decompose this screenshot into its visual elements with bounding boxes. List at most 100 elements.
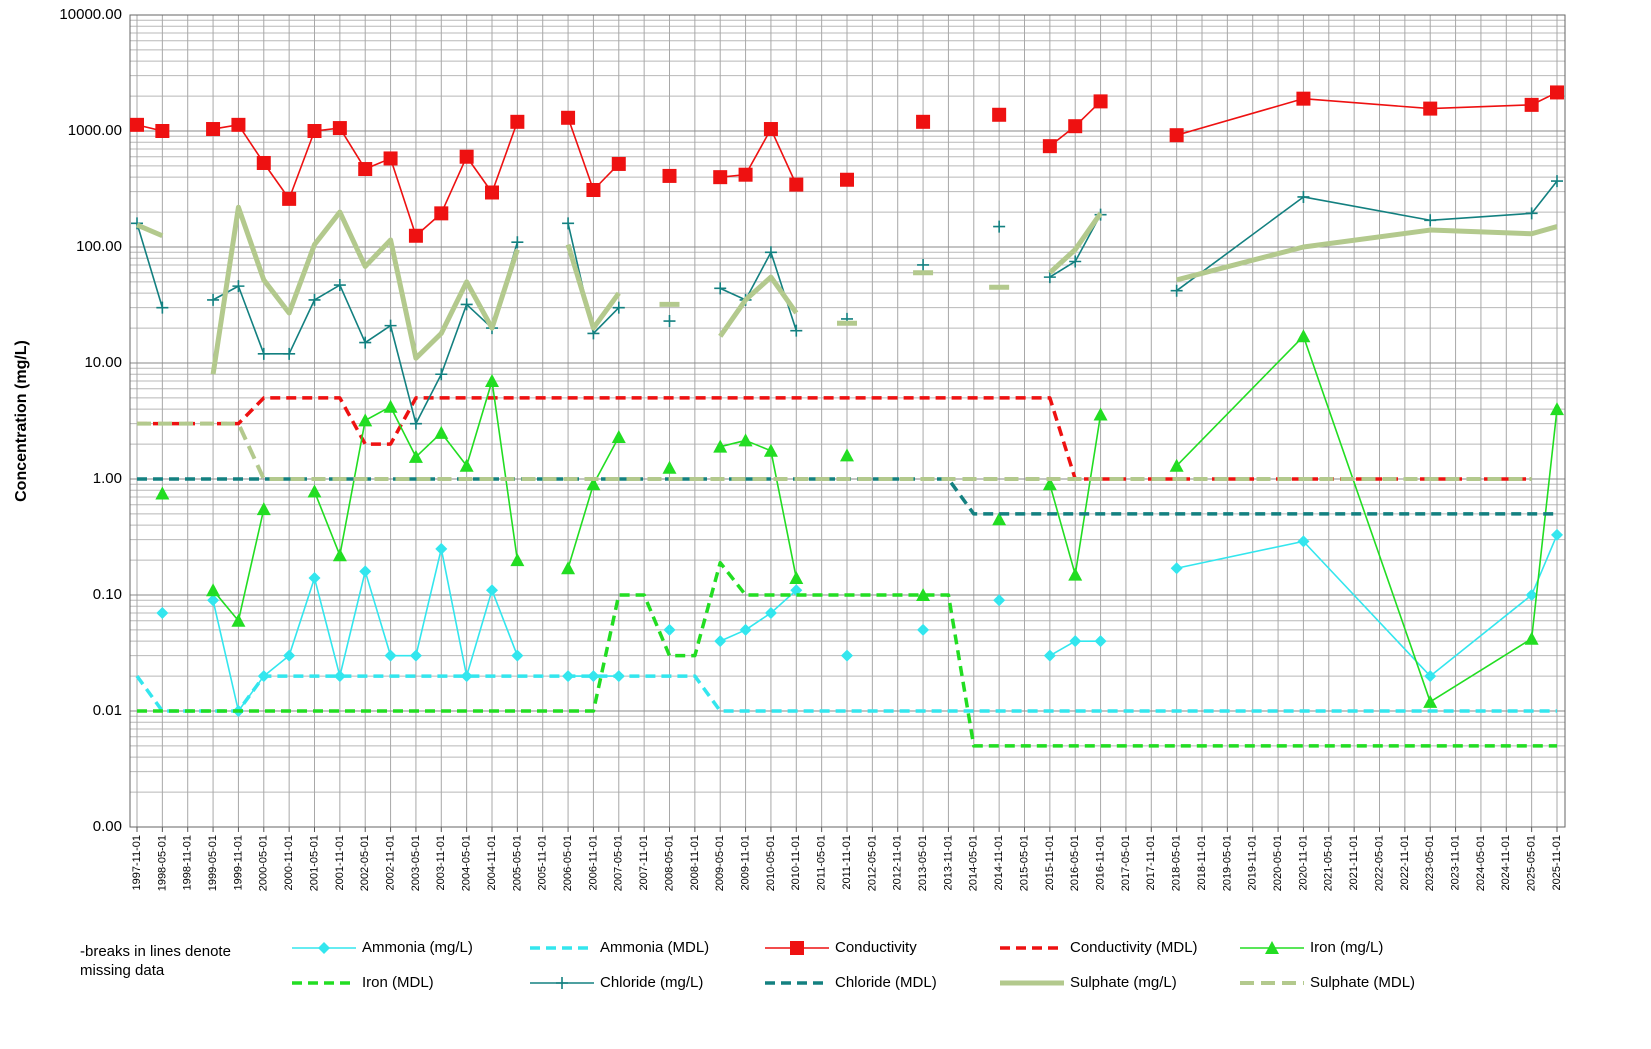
marker: [612, 301, 625, 314]
x-tick-label: 2008-11-01: [689, 835, 701, 890]
y-axis-label: Concentration (mg/L): [13, 340, 30, 502]
x-tick-label: 2016-05-01: [1069, 835, 1081, 891]
marker: [435, 542, 448, 555]
x-tick-label: 1999-11-01: [232, 835, 244, 890]
series-line: [136, 223, 164, 308]
series-line: [137, 560, 1557, 748]
marker: [840, 448, 854, 462]
marker: [231, 117, 246, 132]
legend-item: Iron (MDL): [292, 974, 434, 991]
series-line: [210, 204, 520, 375]
legend-label: Iron (mg/L): [1310, 939, 1383, 956]
series-line: [565, 243, 621, 331]
marker: [1170, 562, 1183, 575]
marker: [1042, 477, 1057, 491]
marker: [358, 413, 373, 427]
x-tick-label: 2024-05-01: [1475, 835, 1487, 891]
legend-label: Conductivity (MDL): [1070, 939, 1198, 956]
series: [155, 329, 1564, 708]
legend-item: Chloride (MDL): [765, 974, 937, 991]
marker: [790, 584, 803, 597]
marker: [332, 548, 347, 562]
marker: [1169, 458, 1184, 472]
x-tick-label: 2012-11-01: [892, 835, 904, 890]
marker: [1550, 85, 1564, 100]
marker: [155, 486, 170, 500]
marker: [485, 373, 499, 387]
marker: [738, 433, 753, 447]
marker: [1297, 535, 1310, 548]
marker: [789, 571, 804, 585]
marker: [1094, 635, 1107, 648]
marker: [1043, 649, 1056, 662]
marker: [256, 155, 271, 170]
legend-label: Sulphate (mg/L): [1070, 974, 1177, 991]
y-tick-label: 0.00: [93, 818, 122, 835]
x-tick-label: 2004-11-01: [486, 835, 498, 890]
x-tick-label: 2023-11-01: [1449, 835, 1461, 890]
series: [137, 396, 1532, 481]
legend-label: Sulphate (MDL): [1310, 974, 1415, 991]
x-tick-label: 2009-05-01: [714, 835, 726, 891]
marker: [333, 670, 346, 683]
marker: [1423, 694, 1438, 708]
x-tick-label: 2020-05-01: [1272, 835, 1284, 891]
marker: [1424, 670, 1437, 683]
marker: [1551, 528, 1563, 541]
x-tick-label: 1998-05-01: [156, 835, 168, 891]
marker: [561, 110, 576, 125]
x-tick-label: 2012-05-01: [866, 835, 878, 891]
marker: [763, 443, 778, 457]
x-tick-label: 2015-11-01: [1044, 835, 1056, 890]
y-tick-label: 0.01: [93, 702, 122, 719]
x-tick-label: 2003-05-01: [410, 835, 422, 891]
series-line: [720, 128, 798, 185]
marker: [206, 583, 221, 597]
marker: [916, 588, 931, 601]
marker: [1069, 635, 1082, 648]
x-tick-label: 2002-11-01: [384, 835, 396, 890]
marker: [993, 220, 1006, 233]
series: [136, 204, 1558, 375]
marker: [1169, 128, 1184, 143]
series-line: [137, 396, 1532, 481]
marker: [992, 107, 1007, 122]
legend-label: Chloride (MDL): [835, 974, 937, 991]
marker: [283, 347, 296, 360]
marker: [434, 206, 449, 221]
marker: [562, 217, 575, 230]
marker: [308, 572, 321, 585]
marker: [1265, 941, 1279, 954]
marker: [1550, 402, 1564, 416]
marker: [1524, 631, 1539, 645]
x-tick-label: 2007-05-01: [613, 835, 625, 891]
x-tick-label: 2015-05-01: [1018, 835, 1030, 891]
marker: [256, 502, 271, 516]
marker: [714, 282, 727, 295]
series-line: [720, 439, 798, 579]
x-tick-label: 1999-05-01: [207, 835, 219, 891]
x-tick-label: 2025-11-01: [1551, 835, 1563, 890]
marker: [511, 649, 524, 662]
marker: [510, 553, 525, 567]
marker: [738, 167, 753, 182]
marker: [663, 315, 676, 328]
series: [130, 85, 1564, 243]
marker: [383, 151, 398, 166]
marker: [1551, 175, 1563, 188]
x-tick-label: 2017-11-01: [1145, 835, 1157, 890]
marker: [916, 114, 931, 129]
legend-item: Chloride (mg/L): [530, 974, 703, 991]
x-tick-label: 2022-11-01: [1399, 835, 1411, 890]
marker: [511, 236, 524, 249]
legend-item: Iron (mg/L): [1240, 939, 1383, 956]
legend-item: Ammonia (MDL): [530, 939, 709, 956]
marker: [409, 649, 422, 662]
x-tick-label: 2006-11-01: [587, 835, 599, 890]
x-tick-label: 2024-11-01: [1500, 835, 1512, 890]
series-line: [135, 674, 1557, 713]
marker: [917, 623, 930, 636]
series-line: [1048, 211, 1103, 275]
marker: [1093, 94, 1108, 109]
